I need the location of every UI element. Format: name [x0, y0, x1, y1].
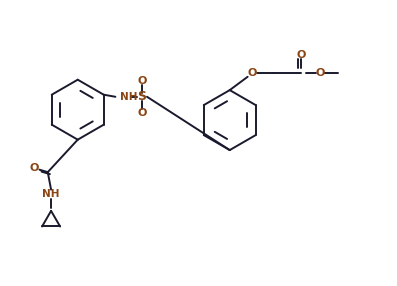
Text: S: S	[137, 90, 146, 103]
Text: O: O	[30, 163, 39, 173]
Text: O: O	[137, 108, 147, 118]
Text: O: O	[248, 67, 257, 78]
Text: O: O	[297, 50, 306, 60]
Text: O: O	[137, 76, 147, 86]
Text: NH: NH	[42, 189, 60, 199]
Text: NH: NH	[120, 92, 138, 102]
Text: O: O	[315, 67, 325, 78]
